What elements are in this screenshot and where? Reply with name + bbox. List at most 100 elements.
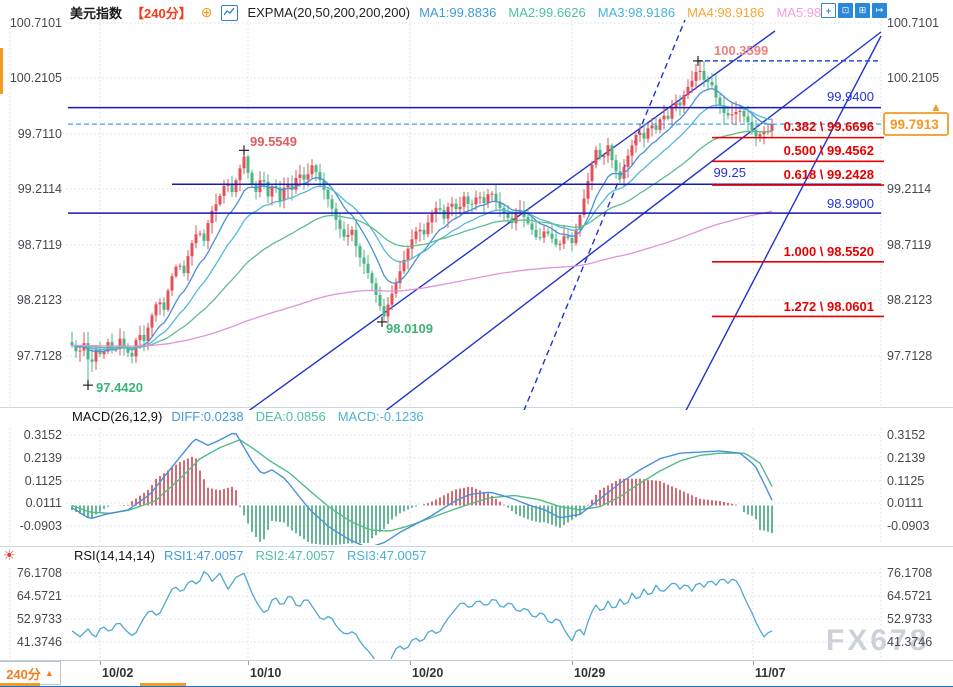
scrollbar-thumb[interactable]: [140, 683, 186, 686]
axis-position-icon[interactable]: ⊞: [855, 3, 870, 18]
period-label[interactable]: 【240分】: [131, 6, 192, 21]
svg-text:99.9400: 99.9400: [827, 89, 874, 104]
time-tick: [753, 661, 754, 665]
svg-text:-0.0903: -0.0903: [887, 519, 929, 533]
macd-title: MACD(26,12,9): [72, 409, 163, 424]
zigzag-glyph: [224, 8, 235, 16]
ma-values: MA1:99.8836 MA2:99.6626 MA3:98.9186 MA4:98.…: [419, 5, 827, 20]
macd-header: MACD(26,12,9) DIFF:0.0238 DEA:0.0856 MACD:…: [72, 409, 426, 424]
time-tick: [248, 661, 249, 665]
time-tick: [410, 661, 411, 665]
svg-text:0.500 \ 99.4562: 0.500 \ 99.4562: [784, 143, 874, 158]
svg-text:98.7119: 98.7119: [18, 238, 62, 252]
svg-text:100.3599: 100.3599: [714, 43, 768, 58]
svg-text:0.3152: 0.3152: [24, 428, 62, 442]
svg-text:0.0111: 0.0111: [887, 496, 923, 510]
svg-text:52.9733: 52.9733: [17, 612, 62, 626]
macd-lines: [71, 432, 773, 545]
date-label: 10/10: [250, 666, 282, 680]
svg-text:99.7110: 99.7110: [18, 127, 62, 141]
scrollbar-segment-left[interactable]: [0, 683, 40, 686]
svg-text:99.2114: 99.2114: [887, 182, 931, 196]
svg-text:1.272 \ 98.0601: 1.272 \ 98.0601: [784, 299, 874, 314]
svg-text:97.4420: 97.4420: [96, 380, 143, 395]
macd-value: DIFF:0.0238: [171, 409, 244, 424]
left-scroll-indicator[interactable]: [0, 48, 3, 94]
rsi-value: RSI1:47.0057: [163, 548, 244, 563]
pan-icon[interactable]: +: [821, 3, 836, 18]
svg-text:1.000 \ 98.5520: 1.000 \ 98.5520: [784, 244, 874, 259]
svg-text:99.25: 99.25: [713, 165, 746, 180]
date-label: 10/02: [102, 666, 134, 680]
axis-scale-icon[interactable]: ⊡: [838, 3, 853, 18]
chart-toolbar: + ⊡ ⊞ ↦: [821, 3, 887, 18]
svg-text:0.382 \ 99.6696: 0.382 \ 99.6696: [784, 119, 874, 134]
chart-type-icon[interactable]: [221, 4, 239, 21]
ma-lines: [71, 87, 773, 353]
rsi-values: RSI1:47.0057 RSI2:47.0057 RSI3:47.0057: [164, 548, 429, 563]
svg-text:98.0109: 98.0109: [386, 321, 433, 336]
axis-labels: 100.7101 100.7101 100.2105 100.2105 99.7110 9…: [10, 16, 939, 649]
ma-value: MA5:98.: [776, 5, 825, 20]
svg-text:0.2139: 0.2139: [887, 451, 925, 465]
svg-text:64.5721: 64.5721: [17, 589, 62, 603]
time-tick: [100, 661, 101, 665]
timeframe-button[interactable]: 240分 ▲: [0, 661, 61, 685]
current-price-box: 99.7913 ▲: [883, 100, 949, 136]
svg-text:-0.0903: -0.0903: [20, 519, 62, 533]
price-up-arrow-icon: ▲: [930, 100, 942, 114]
ma-value: MA3:98.9186: [597, 5, 676, 20]
rsi-value: RSI3:47.0057: [346, 548, 427, 563]
svg-text:0.2139: 0.2139: [24, 451, 62, 465]
rsi-header: RSI(14,14,14) RSI1:47.0057 RSI2:47.0057 RS…: [74, 548, 428, 563]
shift-right-icon[interactable]: ↦: [872, 3, 887, 18]
dropdown-arrow-icon: ▲: [44, 668, 54, 678]
svg-text:0.1125: 0.1125: [887, 474, 924, 488]
svg-text:0.1125: 0.1125: [25, 474, 62, 488]
ma-value: MA4:98.9186: [687, 5, 765, 20]
indicator-title: EXPMA(20,50,200,200,200): [247, 5, 411, 20]
add-indicator-icon[interactable]: ⊕: [200, 4, 213, 20]
candlestick-series: [70, 60, 774, 386]
svg-text:98.9900: 98.9900: [827, 196, 874, 211]
svg-text:0.618 \ 99.2428: 0.618 \ 99.2428: [784, 167, 874, 182]
watermark: FX678: [826, 624, 930, 657]
macd-values: DIFF:0.0238 DEA:0.0856 MACD:-0.1236: [171, 409, 425, 424]
svg-text:100.7101: 100.7101: [10, 16, 62, 30]
bottom-bar: 240分 ▲ 10/02 10/10 10/20 10/29 11/07: [0, 660, 953, 687]
trend-lines: [248, 19, 882, 410]
date-label: 10/29: [574, 666, 606, 680]
indicator-settings-icon[interactable]: ☀: [3, 547, 16, 563]
chart-canvas[interactable]: 100.3599 99.9400 0.382 \ 99.6696 0.500 \ 99…: [0, 0, 953, 660]
date-label: 11/07: [755, 666, 786, 680]
svg-text:99.5549: 99.5549: [250, 134, 297, 149]
svg-text:100.2105: 100.2105: [10, 71, 62, 85]
timeframe-label: 240分: [6, 666, 41, 682]
macd-value: MACD:-0.1236: [337, 409, 424, 424]
svg-text:98.2123: 98.2123: [17, 293, 62, 307]
svg-text:41.3746: 41.3746: [17, 635, 62, 649]
svg-text:98.2123: 98.2123: [887, 293, 932, 307]
key-point-crosses: [83, 55, 703, 391]
svg-text:52.9733: 52.9733: [887, 612, 932, 626]
horizontal-lines: [68, 60, 884, 318]
macd-value: DEA:0.0856: [255, 409, 326, 424]
time-tick: [572, 661, 573, 665]
svg-text:76.1708: 76.1708: [887, 566, 932, 580]
annotation-labels: 100.3599 99.9400 0.382 \ 99.6696 0.500 \ 99…: [96, 43, 874, 395]
symbol-name: 美元指数: [70, 6, 123, 21]
ma-value: MA1:99.8836: [419, 5, 497, 20]
svg-text:0.0111: 0.0111: [26, 496, 62, 510]
svg-text:41.3746: 41.3746: [887, 635, 932, 649]
svg-text:0.3152: 0.3152: [887, 428, 925, 442]
main-chart-header: 美元指数 【240分】 ⊕ EXPMA(20,50,200,200,200) M…: [70, 3, 827, 22]
rsi-title: RSI(14,14,14): [74, 548, 155, 563]
svg-text:97.7128: 97.7128: [887, 349, 932, 363]
svg-text:64.5721: 64.5721: [887, 589, 932, 603]
svg-text:97.7128: 97.7128: [17, 349, 62, 363]
svg-text:99.2114: 99.2114: [18, 182, 62, 196]
svg-text:100.2105: 100.2105: [887, 71, 939, 85]
rsi-line: [71, 570, 773, 659]
macd-histogram: [71, 456, 773, 545]
